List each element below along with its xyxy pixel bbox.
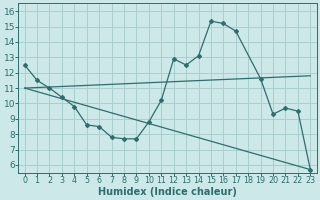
X-axis label: Humidex (Indice chaleur): Humidex (Indice chaleur) [98,187,237,197]
